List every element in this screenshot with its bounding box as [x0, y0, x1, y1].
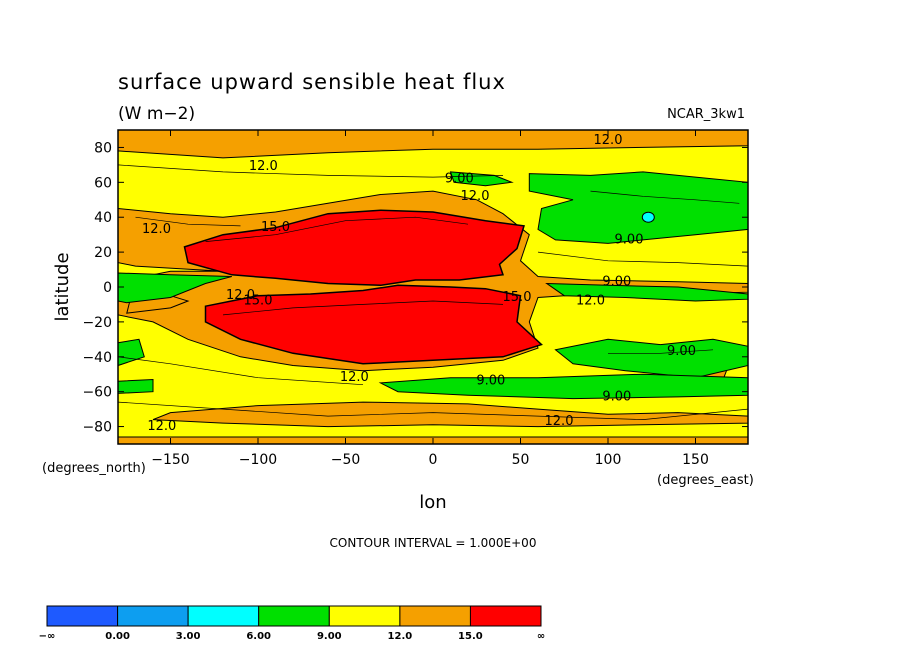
colorbar: −∞ 0.00 3.00 6.00 9.00 12.0 15.0 ∞	[39, 605, 545, 642]
x-tick-label: −100	[239, 452, 277, 468]
x-tick-label: 100	[595, 452, 622, 468]
contour-line	[117, 164, 504, 178]
y-tick-label: 60	[94, 175, 112, 191]
contour-label: 15.0	[244, 294, 273, 309]
contour-label: 12.0	[340, 370, 369, 385]
region-below-6	[641, 211, 655, 223]
contour-line	[537, 251, 749, 267]
y-units: (degrees_north)	[42, 461, 146, 476]
y-axis-label: latitude	[52, 252, 73, 321]
contour-label: 9.00	[602, 389, 631, 404]
contour-line	[222, 300, 504, 316]
y-tick-label: −20	[82, 315, 112, 331]
region-above-15	[204, 284, 543, 365]
colorbar-label: −∞	[39, 631, 56, 642]
y-tick-label: 0	[103, 280, 112, 296]
y-tick-label: 20	[94, 245, 112, 261]
contour-line	[205, 216, 469, 242]
colorbar-label: 3.00	[176, 631, 201, 642]
contour-line	[590, 190, 740, 204]
colorbar-label: 15.0	[458, 631, 483, 642]
colorbar-label: 12.0	[388, 631, 413, 642]
colorbar-swatch	[328, 605, 401, 627]
colorbar-swatch	[117, 605, 189, 627]
y-tick-label: 40	[94, 210, 112, 226]
contour-line	[135, 216, 241, 227]
colorbar-swatch	[258, 605, 330, 627]
contour-label: 9.00	[602, 274, 631, 289]
contour-label: 9.00	[476, 374, 505, 389]
contour-label: 9.00	[615, 232, 644, 247]
contour-interval-text: CONTOUR INTERVAL = 1.000E+00	[330, 536, 537, 550]
contour-label: 12.0	[594, 133, 623, 148]
colorbar-swatch	[399, 605, 471, 627]
colorbar-swatch	[46, 605, 119, 627]
x-axis-label: lon	[419, 492, 446, 513]
x-tick-label: −150	[151, 452, 189, 468]
y-tick-label: 80	[94, 140, 112, 156]
y-tick-label: −40	[82, 350, 112, 366]
x-tick-label: 0	[429, 452, 438, 468]
region-below-9	[528, 171, 749, 244]
contour-label: 12.0	[147, 419, 176, 434]
colorbar-swatch	[469, 605, 542, 627]
contour-label: 9.00	[445, 171, 474, 186]
axes: −150 −100 −50 0 50 100 150 80 60 40 20 0 −20 −40 −60 −8…	[82, 130, 748, 468]
contour-label: 15.0	[503, 290, 532, 305]
contour-label: 12.0	[461, 189, 490, 204]
colorbar-label: 0.00	[105, 631, 130, 642]
colorbar-swatch	[187, 605, 260, 627]
region-below-9	[117, 272, 232, 304]
contour-line	[117, 356, 364, 386]
contour-line	[117, 401, 749, 420]
contour-fields	[117, 129, 749, 445]
contour-label: 12.0	[545, 414, 574, 429]
colorbar-label: 6.00	[246, 631, 271, 642]
dataset-name: NCAR_3kw1	[667, 107, 745, 122]
contour-label: 12.0	[142, 222, 171, 237]
region-below-9	[449, 171, 514, 187]
contour-label: 12.0	[226, 288, 255, 303]
x-tick-label: −50	[331, 452, 361, 468]
contour-label: 15.0	[261, 220, 290, 235]
chart-title: surface upward sensible heat flux	[118, 70, 506, 94]
region-above-15	[183, 209, 525, 287]
colorbar-label: 9.00	[317, 631, 342, 642]
y-tick-label: −80	[82, 420, 112, 436]
contour-label: 12.0	[249, 159, 278, 174]
y-tick-label: −60	[82, 385, 112, 401]
colorbar-label: ∞	[537, 631, 545, 642]
x-units: (degrees_east)	[657, 473, 754, 488]
x-tick-label: 150	[682, 452, 709, 468]
contour-label: 12.0	[576, 294, 605, 309]
contour-label: 9.00	[667, 344, 696, 359]
contour-line	[608, 349, 714, 354]
x-tick-label: 50	[512, 452, 530, 468]
chart-units: (W m−2)	[118, 104, 195, 124]
